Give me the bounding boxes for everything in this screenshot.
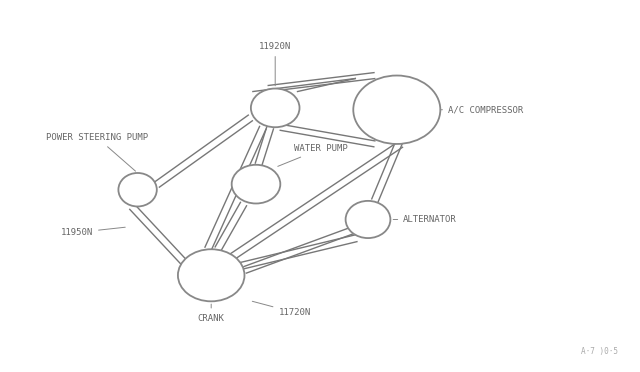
Text: 11720N: 11720N	[252, 301, 310, 317]
Text: A/C COMPRESSOR: A/C COMPRESSOR	[440, 105, 524, 114]
Ellipse shape	[118, 173, 157, 206]
Ellipse shape	[232, 165, 280, 203]
Ellipse shape	[251, 89, 300, 127]
Text: 11920N: 11920N	[259, 42, 291, 86]
Text: POWER STEERING PUMP: POWER STEERING PUMP	[46, 133, 148, 171]
Text: 11950N: 11950N	[61, 227, 125, 237]
Text: A·7 )0·5: A·7 )0·5	[580, 347, 618, 356]
Text: WATER PUMP: WATER PUMP	[278, 144, 348, 166]
Ellipse shape	[353, 76, 440, 144]
Text: CRANK: CRANK	[198, 304, 225, 323]
Ellipse shape	[178, 249, 244, 301]
Text: ALTERNATOR: ALTERNATOR	[393, 215, 457, 224]
Ellipse shape	[346, 201, 390, 238]
